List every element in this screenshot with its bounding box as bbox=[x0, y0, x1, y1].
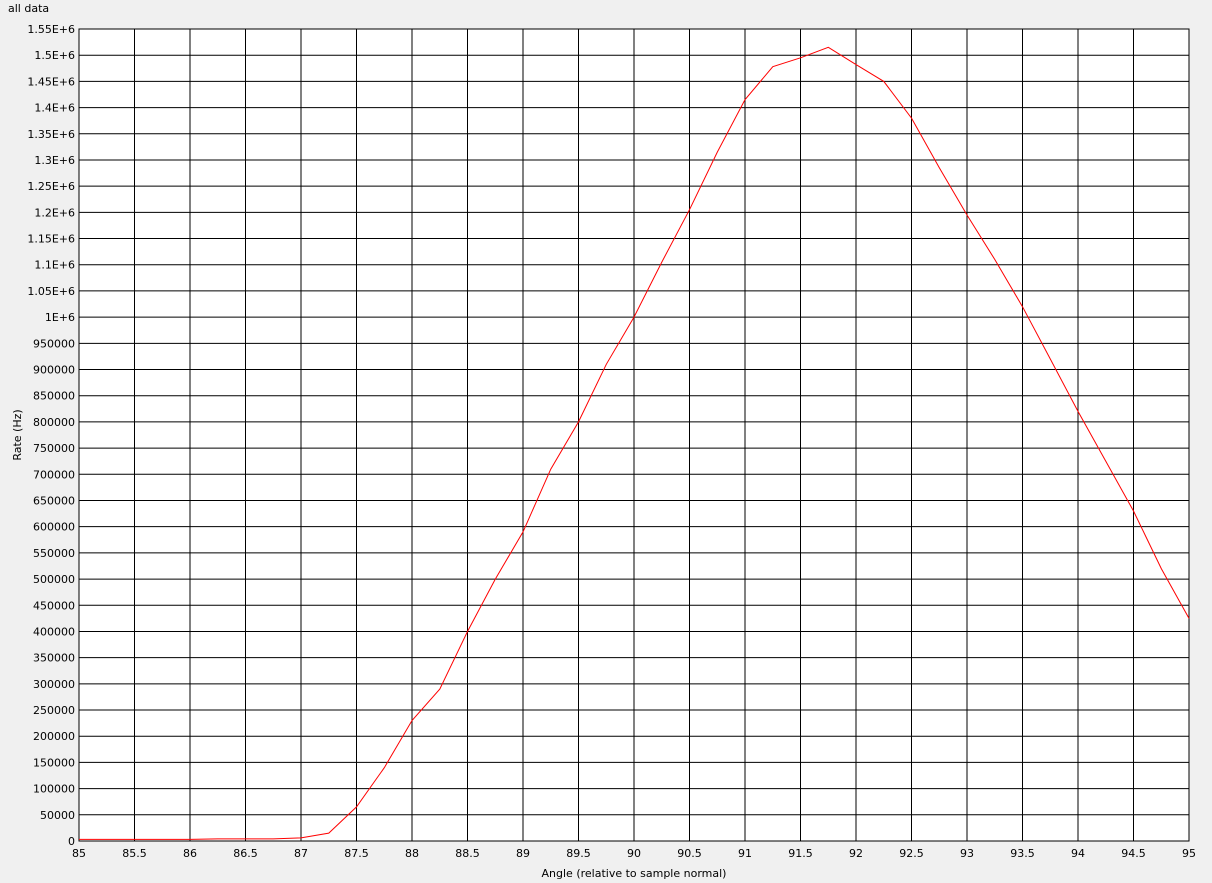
y-tick-label: 1E+6 bbox=[45, 311, 75, 324]
y-tick-label: 350000 bbox=[33, 652, 75, 665]
x-tick-label: 91 bbox=[738, 847, 752, 860]
y-tick-label: 150000 bbox=[33, 756, 75, 769]
x-tick-label: 87 bbox=[294, 847, 308, 860]
plot-border bbox=[78, 28, 1190, 842]
y-tick-label: 800000 bbox=[33, 416, 75, 429]
y-tick-label: 100000 bbox=[33, 783, 75, 796]
y-tick-label: 1.05E+6 bbox=[27, 285, 75, 298]
x-axis-label: Angle (relative to sample normal) bbox=[542, 867, 727, 880]
y-tick-label: 700000 bbox=[33, 468, 75, 481]
x-tick-label: 88 bbox=[405, 847, 419, 860]
x-tick-label: 89 bbox=[516, 847, 530, 860]
y-tick-label: 200000 bbox=[33, 730, 75, 743]
series-layer bbox=[79, 46, 1190, 840]
x-tick-label: 87.5 bbox=[344, 847, 369, 860]
chart-title: all data bbox=[8, 2, 50, 15]
x-tick-label: 91.5 bbox=[788, 847, 813, 860]
y-tick-label: 1.55E+6 bbox=[27, 23, 75, 36]
y-axis-label: Rate (Hz) bbox=[11, 409, 24, 460]
x-tick-label: 88.5 bbox=[455, 847, 480, 860]
x-tick-label: 93.5 bbox=[1010, 847, 1035, 860]
y-tick-label: 0 bbox=[68, 835, 75, 848]
x-tick-label: 94.5 bbox=[1121, 847, 1146, 860]
grid bbox=[78, 28, 1190, 842]
y-axis-ticks: 0 50000 100000 150000 200000 250000 300000 3500… bbox=[27, 23, 75, 848]
y-tick-label: 1.35E+6 bbox=[27, 128, 75, 141]
y-tick-label: 750000 bbox=[33, 442, 75, 455]
x-tick-label: 92.5 bbox=[899, 847, 924, 860]
y-tick-label: 1.15E+6 bbox=[27, 233, 75, 246]
y-tick-label: 650000 bbox=[33, 494, 75, 507]
x-tick-label: 95 bbox=[1182, 847, 1196, 860]
x-tick-label: 89.5 bbox=[566, 847, 591, 860]
x-tick-label: 93 bbox=[960, 847, 974, 860]
y-tick-label: 500000 bbox=[33, 573, 75, 586]
x-tick-label: 85 bbox=[72, 847, 86, 860]
x-tick-label: 90.5 bbox=[677, 847, 702, 860]
y-tick-label: 1.1E+6 bbox=[34, 259, 75, 272]
x-tick-label: 90 bbox=[627, 847, 641, 860]
y-tick-label: 1.5E+6 bbox=[34, 49, 75, 62]
y-tick-label: 600000 bbox=[33, 521, 75, 534]
y-tick-label: 900000 bbox=[33, 364, 75, 377]
x-axis-ticks: 85 85.5 86 86.5 87 87.5 88 88.5 89 89.5 90 90.5 91 91… bbox=[72, 847, 1196, 860]
y-tick-label: 1.4E+6 bbox=[34, 102, 75, 115]
x-tick-label: 85.5 bbox=[122, 847, 147, 860]
y-tick-label: 1.2E+6 bbox=[34, 206, 75, 219]
x-tick-label: 86 bbox=[183, 847, 197, 860]
x-tick-label: 92 bbox=[849, 847, 863, 860]
y-tick-label: 950000 bbox=[33, 337, 75, 350]
y-tick-label: 1.25E+6 bbox=[27, 180, 75, 193]
x-tick-label: 86.5 bbox=[233, 847, 258, 860]
y-tick-label: 450000 bbox=[33, 599, 75, 612]
y-tick-label: 550000 bbox=[33, 547, 75, 560]
x-tick-label: 94 bbox=[1071, 847, 1085, 860]
y-tick-label: 850000 bbox=[33, 390, 75, 403]
y-tick-label: 1.3E+6 bbox=[34, 154, 75, 167]
y-tick-label: 400000 bbox=[33, 625, 75, 638]
y-tick-label: 300000 bbox=[33, 678, 75, 691]
series-line-0 bbox=[79, 46, 1190, 840]
y-tick-label: 50000 bbox=[40, 809, 75, 822]
y-tick-label: 1.45E+6 bbox=[27, 75, 75, 88]
y-tick-label: 250000 bbox=[33, 704, 75, 717]
